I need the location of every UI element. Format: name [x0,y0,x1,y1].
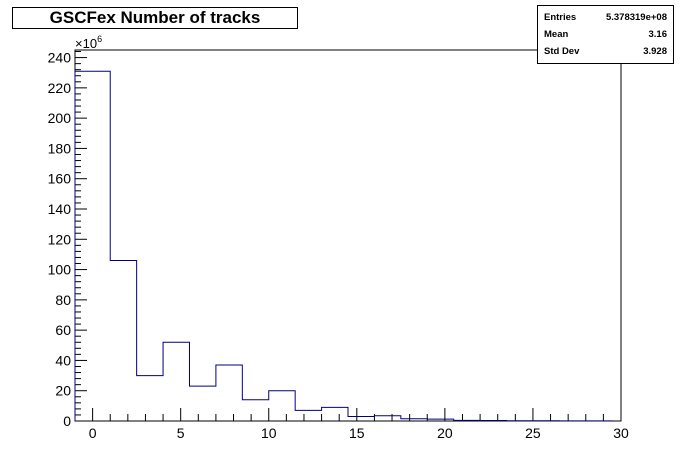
y-tick-label: 40 [55,352,71,368]
stats-entries-value: 5.378319e+08 [605,11,667,23]
x-tick-label: 25 [525,425,541,441]
stats-entries-label: Entries [544,11,577,23]
y-tick-label: 100 [48,262,72,278]
histogram-bin [137,376,163,421]
y-tick-label: 140 [48,201,72,217]
y-tick-label: 0 [63,413,71,429]
x-tick-label: 10 [261,425,277,441]
stats-row-entries: Entries 5.378319e+08 [544,10,667,24]
histogram-bins [75,71,612,421]
y-tick-label: 220 [48,80,72,96]
x-tick-label: 20 [437,425,453,441]
x-tick-label: 5 [177,425,185,441]
y-multiplier-label: ×106 [75,34,102,51]
stats-row-mean: Mean 3.16 [544,27,667,41]
y-tick-label: 240 [48,50,72,66]
stats-stddev-value: 3.928 [643,45,667,57]
histogram-bin [295,410,321,421]
histogram-bin [374,416,400,421]
histogram-bin [189,386,215,421]
y-tick-label: 200 [48,110,72,126]
histogram-bin [163,342,189,421]
histogram-bin [348,416,374,421]
y-tick-label: 160 [48,171,72,187]
x-tick-label: 30 [613,425,629,441]
histogram-bin [110,260,136,421]
x-tick-label: 15 [349,425,365,441]
histogram-title-box: GSCFex Number of tracks [12,7,298,29]
x-tick-label: 0 [89,425,97,441]
stats-row-stddev: Std Dev 3.928 [544,44,667,58]
y-tick-label: 20 [55,383,71,399]
stats-mean-value: 3.16 [648,28,668,40]
histogram-series-line [74,70,613,422]
histogram-bin [322,407,348,421]
stats-mean-label: Mean [544,28,569,40]
histogram-bin [216,365,242,421]
histogram-title: GSCFex Number of tracks [49,8,261,27]
y-tick-label: 180 [48,140,72,156]
y-axis-ticks: 0 20 40 60 80 100 120 140 160 180 200 220 240 [48,50,87,429]
stats-stddev-label: Std Dev [544,45,580,57]
y-tick-label: 60 [55,322,71,338]
x-axis-ticks: 0 5 10 15 20 25 30 [74,408,629,441]
histogram-bin [269,391,295,421]
statistics-box: Entries 5.378319e+08 Mean 3.16 Std Dev 3… [537,5,674,64]
y-tick-label: 80 [55,292,71,308]
plot-frame [74,49,622,422]
histogram-bin [75,71,110,421]
histogram-bin [242,400,268,421]
y-tick-label: 120 [48,231,72,247]
